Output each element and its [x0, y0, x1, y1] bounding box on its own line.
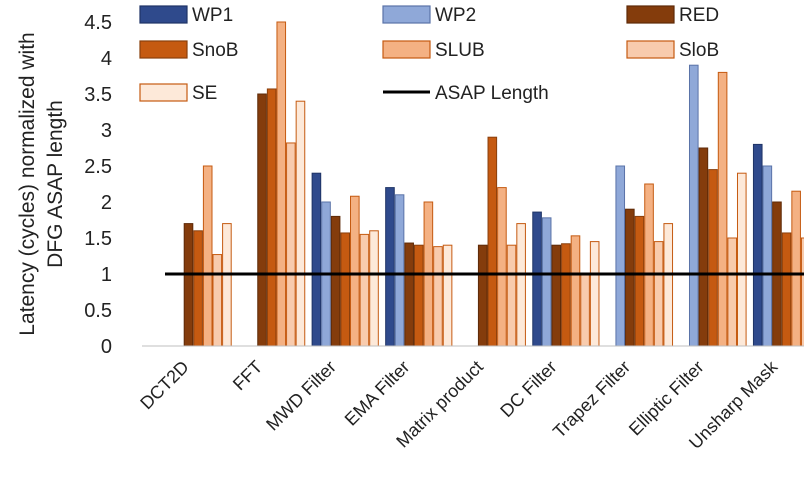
bar-wp2-6 — [615, 165, 626, 347]
bar-se-1 — [295, 100, 306, 347]
bar-snob-1 — [266, 88, 277, 347]
y-tick-label: 4.5 — [84, 12, 112, 34]
bar-se-6 — [663, 223, 674, 347]
bar-wp1-5 — [532, 211, 542, 347]
bar-slob-1 — [286, 142, 296, 347]
y-tick-label: 0 — [101, 336, 112, 358]
bar-se-4 — [516, 223, 526, 347]
bar-red-1 — [257, 93, 267, 347]
legend-label: ASAP Length — [435, 83, 549, 104]
bar-wp2-5 — [541, 217, 552, 347]
bar-slob-0 — [212, 254, 223, 347]
y-tick-label: 3 — [101, 120, 112, 142]
legend-swatch-slub — [382, 40, 431, 59]
bar-red-0 — [183, 223, 194, 347]
bar-slob-5 — [580, 273, 590, 347]
x-category-label: Trapez Filter — [549, 357, 634, 442]
bar-wp2-8 — [762, 165, 773, 347]
x-category-label: DCT2D — [136, 357, 193, 414]
legend-swatch-snob — [139, 40, 188, 59]
y-tick-label: 3.5 — [84, 84, 112, 106]
bar-slob-8 — [800, 237, 804, 347]
y-tick-label: 0.5 — [84, 300, 112, 322]
bars — [183, 21, 804, 347]
y-tick-label: 2 — [101, 192, 112, 214]
legend-swatch-red — [626, 5, 675, 24]
bar-red-4 — [477, 244, 488, 347]
bar-red-2 — [330, 215, 341, 347]
legend-label: WP1 — [192, 5, 233, 26]
bar-snob-0 — [193, 230, 203, 347]
y-tick-label: 1 — [101, 264, 112, 286]
legend-label: SLUB — [435, 40, 485, 61]
bar-red-3 — [404, 242, 414, 347]
y-axis-ticks: 0 0.5 1 1.5 2 2.5 3 3.5 4 4.5 — [84, 12, 112, 358]
y-axis-title: Latency (cycles) normalized with DFG ASAP… — [16, 32, 67, 335]
legend-label: SE — [192, 83, 217, 104]
bar-red-6 — [625, 208, 635, 347]
bar-snob-2 — [340, 232, 351, 347]
bar-wp2-7 — [688, 64, 699, 347]
bar-se-2 — [369, 230, 379, 347]
x-category-label: FFT — [229, 357, 266, 394]
legend-swatch-wp1 — [139, 5, 188, 24]
bar-slob-3 — [433, 246, 443, 347]
y-tick-label: 4 — [101, 48, 112, 70]
bar-red-7 — [698, 147, 709, 347]
x-category-label: Elliptic Filter — [625, 357, 708, 440]
bar-slob-7 — [727, 237, 737, 347]
bar-snob-8 — [781, 232, 792, 347]
bar-slub-5 — [570, 235, 581, 347]
legend-swatch-se — [139, 83, 188, 102]
legend-label: SloB — [679, 40, 719, 61]
bar-slub-0 — [202, 165, 213, 347]
y-axis-title-line: Latency (cycles) normalized with — [16, 32, 39, 335]
bar-slob-2 — [359, 233, 370, 347]
legend-label: SnoB — [192, 40, 238, 61]
bar-se-3 — [442, 244, 453, 347]
legend-label: WP2 — [435, 5, 476, 26]
y-tick-label: 1.5 — [84, 228, 112, 250]
x-category-label: EMA Filter — [341, 357, 414, 430]
legend: WP1 WP2 RED SnoB SLUB SloB SE ASAP Length — [139, 5, 719, 104]
bar-se-5 — [589, 241, 600, 347]
bar-slub-1 — [276, 21, 287, 347]
bar-red-5 — [551, 244, 562, 347]
y-axis-title-line: DFG ASAP length — [44, 100, 67, 268]
bar-se-0 — [222, 223, 232, 347]
bar-snob-6 — [634, 215, 645, 347]
bar-snob-7 — [708, 169, 718, 347]
bar-snob-5 — [561, 243, 571, 347]
legend-swatch-slob — [626, 40, 675, 59]
bar-slub-2 — [350, 195, 360, 347]
bar-snob-3 — [413, 244, 424, 347]
bar-se-7 — [736, 172, 747, 347]
bar-slub-6 — [644, 183, 654, 347]
bar-wp2-3 — [394, 194, 405, 347]
bar-wp1-3 — [385, 187, 395, 347]
bar-slob-4 — [506, 244, 517, 347]
bar-slob-6 — [653, 241, 664, 347]
legend-swatch-wp2 — [382, 5, 431, 24]
bar-snob-4 — [487, 136, 498, 347]
bar-slub-8 — [791, 190, 801, 347]
bar-wp1-8 — [752, 143, 763, 347]
bar-slub-4 — [497, 187, 507, 347]
x-category-label: DC Filter — [496, 357, 560, 421]
legend-label: RED — [679, 5, 719, 26]
bar-slub-7 — [717, 71, 728, 347]
y-tick-label: 2.5 — [84, 156, 112, 178]
x-category-label: MWD Filter — [262, 357, 340, 435]
bar-wp1-2 — [311, 172, 322, 347]
